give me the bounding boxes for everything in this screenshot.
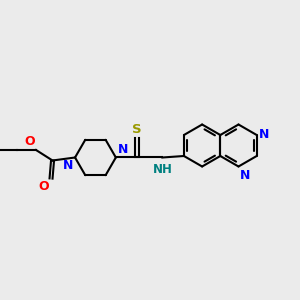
Text: N: N — [240, 169, 250, 182]
Text: O: O — [38, 180, 49, 193]
Text: N: N — [259, 128, 269, 142]
Text: N: N — [63, 159, 73, 172]
Text: N: N — [118, 143, 128, 156]
Text: NH: NH — [152, 163, 172, 176]
Text: O: O — [24, 136, 34, 148]
Text: S: S — [132, 123, 142, 136]
